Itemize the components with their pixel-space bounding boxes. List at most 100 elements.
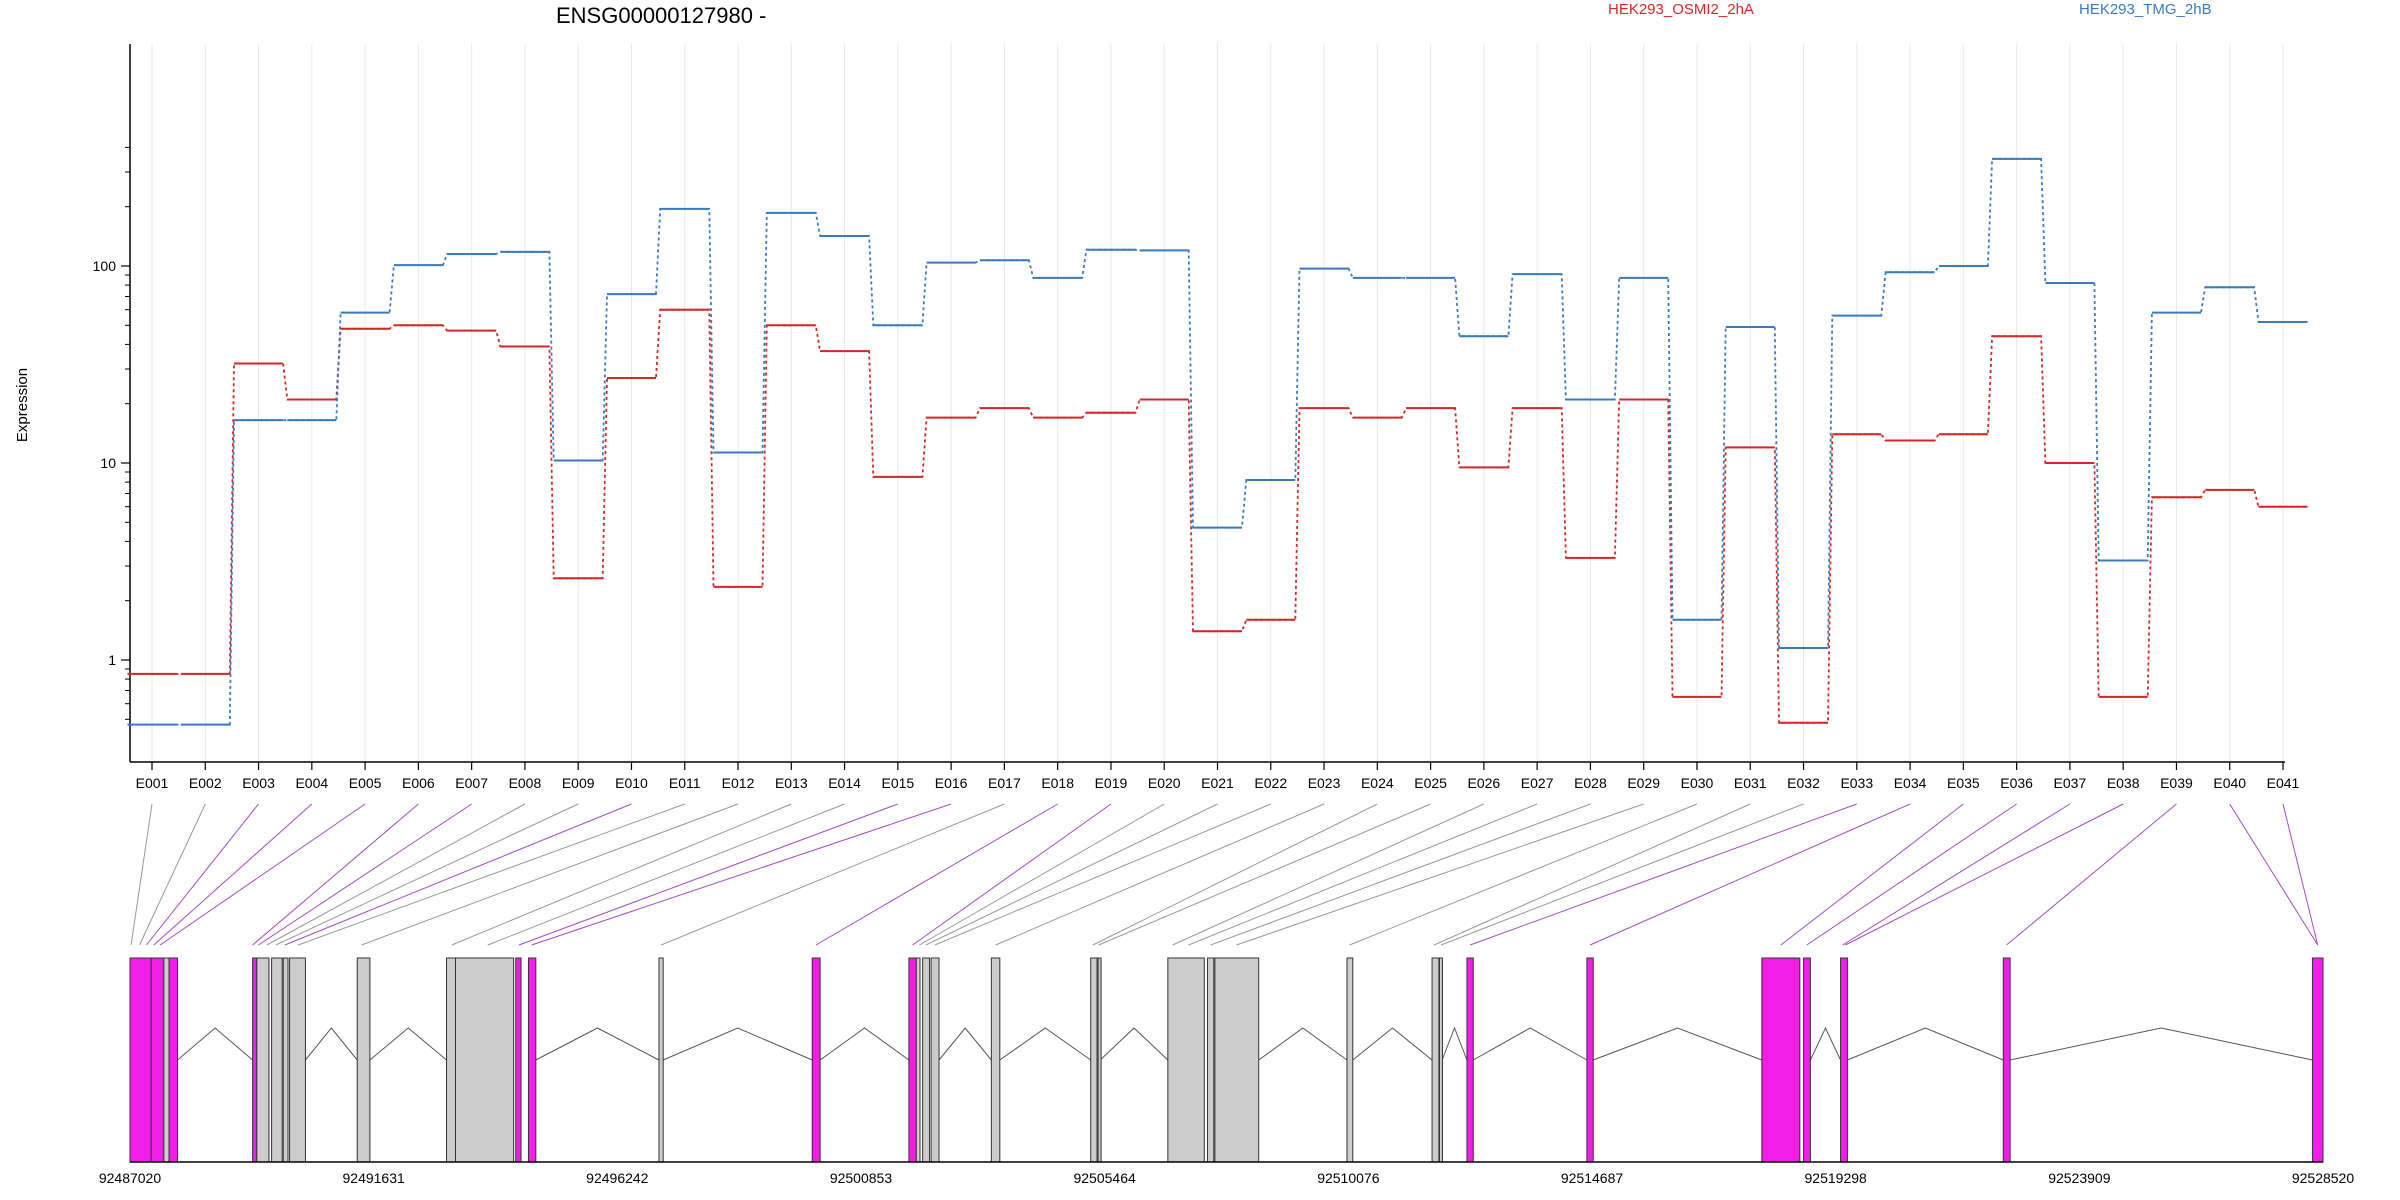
exon-6 [256,957,270,1163]
connector-E030 [1349,803,1698,946]
x-tick-label-E007: E007 [455,775,488,791]
gridlines [151,44,2284,762]
connector-E003 [145,803,259,946]
exon-34 [1840,957,1848,1163]
connector-E008 [266,803,526,946]
exon-7 [271,957,283,1163]
connector-E014 [487,803,845,946]
exon-17 [908,957,917,1163]
x-tick-label-E008: E008 [509,775,542,791]
x-tick-label-E006: E006 [402,775,435,791]
intron-12 [1441,1026,1468,1061]
genome-coordinate-label-7: 92514687 [1561,1170,1624,1186]
connector-E001 [130,803,153,946]
intron-3 [369,1027,447,1061]
intron-14 [1593,1027,1762,1061]
connector-E031 [1433,803,1751,946]
x-tick-label-E026: E026 [1468,775,1501,791]
x-tick-label-E031: E031 [1734,775,1767,791]
exon-20 [930,957,940,1163]
intron-4 [535,1027,660,1061]
exon-14 [527,957,537,1163]
connector-E037 [1842,803,2071,946]
connector-E017 [660,803,1005,946]
connector-E024 [1092,803,1378,946]
connector-E015 [518,803,899,946]
x-tick-label-E036: E036 [2000,775,2033,791]
connector-E022 [934,803,1271,946]
x-tick-label-E029: E029 [1627,775,1660,791]
x-tick-label-E039: E039 [2160,775,2193,791]
x-tick-label-E013: E013 [775,775,808,791]
x-tick-label-E038: E038 [2107,775,2140,791]
exon-28 [1431,957,1440,1163]
intron-8 [999,1027,1091,1061]
exon-2 [150,957,165,1163]
exon-3 [163,957,170,1163]
x-tick-label-E034: E034 [1894,775,1927,791]
x-tick-label-E001: E001 [136,775,169,791]
exon-8 [282,957,289,1163]
x-tick-label-E035: E035 [1947,775,1980,791]
intron-11 [1352,1027,1433,1061]
x-tick-label-E005: E005 [349,775,382,791]
connector-E019 [912,803,1112,946]
genome-coordinate-label-1: 92487020 [99,1170,162,1186]
y-tick-label-1: 1 [108,652,116,668]
exon-27 [1346,957,1354,1163]
x-tick-label-E019: E019 [1095,775,1128,791]
x-tick-label-E037: E037 [2054,775,2087,791]
intron-15 [1809,1026,1841,1061]
x-tick-label-E014: E014 [828,775,861,791]
genome-coordinate-label-6: 92510076 [1317,1170,1380,1186]
x-tick-label-E003: E003 [242,775,275,791]
legend-entry-series-1: HEK293_OSMI2_2hA [1608,1,1754,18]
exon-15 [658,957,664,1163]
connector-E026 [1172,803,1485,946]
x-tick-label-E016: E016 [935,775,968,791]
intron-16 [1847,1027,2004,1061]
genome-coordinate-label-2: 92491631 [343,1170,406,1186]
intron-9 [1099,1027,1169,1061]
x-tick-label-E020: E020 [1148,775,1181,791]
exon-23 [1097,957,1102,1163]
connector-E029 [1236,803,1644,946]
x-tick-label-E017: E017 [988,775,1021,791]
connector-E018 [815,803,1058,946]
exon-33 [1803,957,1811,1163]
x-tick-label-E040: E040 [2213,775,2246,791]
connector-E007 [258,803,472,946]
genome-coordinate-axis: 92487020 92491631 92496242 92500853 92505464… [99,1161,2354,1186]
exon-36 [2311,957,2324,1163]
connector-E005 [159,803,366,946]
exon-22 [1090,957,1098,1163]
x-tick-label-E015: E015 [881,775,914,791]
connector-E038 [1845,803,2124,946]
x-tick-label-E041: E041 [2267,775,2300,791]
intron-2 [305,1027,358,1061]
exon-25 [1206,957,1215,1163]
connector-E021 [925,803,1218,946]
intron-6 [819,1027,910,1061]
x-tick-label-E021: E021 [1201,775,1234,791]
connector-E012 [361,803,739,946]
intron-1 [177,1027,253,1061]
exon-19 [922,957,931,1163]
connector-E013 [451,803,792,946]
exon-29 [1438,957,1443,1163]
exon-13 [515,957,522,1163]
x-tick-label-E012: E012 [722,775,755,791]
exon-4 [168,957,179,1163]
intron-7 [938,1027,992,1061]
connector-E002 [139,803,206,946]
connector-E006 [252,803,419,946]
x-tick-label-E033: E033 [1840,775,1873,791]
series-2 [127,157,2308,726]
intron-17 [2010,1027,2313,1061]
genome-coordinate-label-3: 92496242 [586,1170,649,1186]
exon-26 [1214,957,1260,1163]
x-axis-ticks: E001 E002 E003 E004 E005 E006 E007 E008 E009 E010… [136,762,2300,791]
connector-E041 [2282,803,2319,946]
connector-E035 [1780,803,1964,946]
